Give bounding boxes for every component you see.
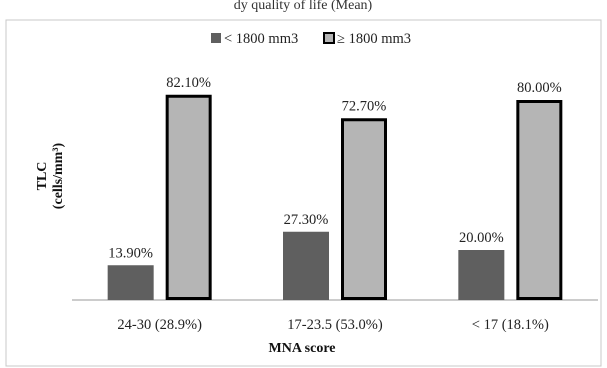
bar-above-1 bbox=[165, 94, 212, 300]
data-label-below-2: 27.30% bbox=[284, 212, 329, 228]
data-label-above-3: 80.00% bbox=[517, 80, 562, 96]
x-axis-title: MNA score bbox=[269, 341, 336, 356]
bars-group bbox=[107, 94, 563, 300]
bar-below-3 bbox=[458, 250, 505, 300]
data-label-above-1: 82.10% bbox=[166, 75, 211, 91]
y-axis-title-line2: (cells/mm³) bbox=[51, 142, 66, 209]
bar-above-2 bbox=[341, 118, 387, 300]
x-tick-label-1: 24-30 (28.9%) bbox=[117, 317, 202, 333]
legend-label-above: ≥ 1800 mm3 bbox=[337, 31, 411, 47]
x-tick-label-2: 17-23.5 (53.0%) bbox=[287, 317, 383, 333]
x-tick-label-3: < 17 (18.1%) bbox=[472, 317, 549, 333]
bar-below-1 bbox=[107, 265, 154, 300]
data-label-above-2: 72.70% bbox=[342, 98, 387, 114]
legend-label-below: < 1800 mm3 bbox=[224, 31, 298, 47]
data-labels-group: 13.90% 82.10% 27.30% 72.70% 20.00% 80.00% bbox=[108, 75, 561, 262]
y-axis-title-line1: TLC bbox=[35, 162, 50, 191]
y-axis-title: TLC (cells/mm³) bbox=[35, 142, 66, 209]
legend-swatch-above bbox=[323, 32, 335, 44]
legend-swatch-below bbox=[211, 33, 221, 43]
data-label-below-3: 20.00% bbox=[459, 230, 504, 246]
data-label-below-1: 13.90% bbox=[108, 245, 153, 261]
bar-above-3 bbox=[516, 100, 563, 300]
caption-fragment: dy quality of life (Mean) bbox=[234, 0, 373, 13]
legend: < 1800 mm3 ≥ 1800 mm3 bbox=[211, 31, 411, 47]
x-tick-labels: 24-30 (28.9%) 17-23.5 (53.0%) < 17 (18.1%) bbox=[117, 317, 549, 333]
bar-below-2 bbox=[283, 231, 329, 300]
chart-frame bbox=[5, 19, 602, 367]
